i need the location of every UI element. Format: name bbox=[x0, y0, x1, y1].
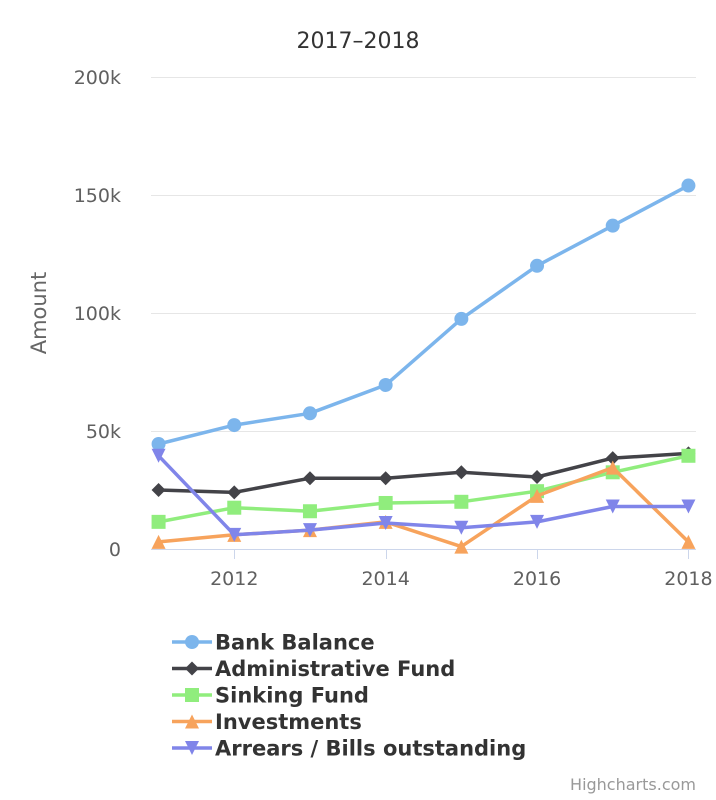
legend-item[interactable]: Sinking Fund bbox=[172, 684, 369, 708]
legend-label: Administrative Fund bbox=[215, 657, 455, 681]
x-axis-ticks: 2012 2014 2016 2018 bbox=[210, 549, 713, 590]
data-point[interactable] bbox=[302, 406, 317, 421]
series-line[interactable] bbox=[156, 454, 691, 524]
credits-link[interactable]: Highcharts.com bbox=[570, 775, 696, 794]
data-point[interactable] bbox=[681, 534, 696, 549]
legend-marker bbox=[185, 661, 199, 676]
grid-lines bbox=[151, 77, 696, 432]
legend-item[interactable]: Arrears / Bills outstanding bbox=[172, 737, 526, 761]
series-group bbox=[151, 178, 696, 554]
data-point[interactable] bbox=[151, 534, 166, 549]
data-point[interactable] bbox=[151, 436, 166, 451]
data-point[interactable] bbox=[454, 311, 469, 326]
series-line[interactable] bbox=[156, 454, 691, 537]
data-point[interactable] bbox=[605, 460, 620, 475]
y-axis-label: Amount bbox=[27, 272, 51, 355]
legend-item[interactable]: Administrative Fund bbox=[172, 657, 455, 681]
data-point[interactable] bbox=[227, 527, 242, 542]
series-line[interactable] bbox=[156, 183, 691, 446]
data-point[interactable] bbox=[302, 504, 317, 519]
y-tick-label: 200k bbox=[74, 67, 121, 89]
data-point[interactable] bbox=[227, 485, 242, 500]
data-point[interactable] bbox=[302, 523, 317, 538]
data-point[interactable] bbox=[454, 539, 469, 554]
data-point[interactable] bbox=[454, 520, 469, 535]
x-tick-label: 2018 bbox=[664, 568, 712, 590]
legend-label: Investments bbox=[215, 710, 362, 734]
y-tick-label: 100k bbox=[74, 303, 121, 325]
data-point[interactable] bbox=[605, 451, 620, 466]
x-tick-label: 2016 bbox=[513, 568, 561, 590]
legend-label: Arrears / Bills outstanding bbox=[215, 737, 526, 761]
data-point[interactable] bbox=[378, 471, 393, 486]
data-point[interactable] bbox=[454, 465, 469, 480]
data-point[interactable] bbox=[530, 488, 545, 503]
data-point[interactable] bbox=[151, 483, 166, 497]
legend-item[interactable]: Investments bbox=[172, 710, 362, 734]
y-tick-label: 50k bbox=[86, 421, 121, 443]
legend-label: Bank Balance bbox=[215, 631, 375, 655]
data-point[interactable] bbox=[151, 514, 166, 529]
y-tick-label: 0 bbox=[109, 539, 121, 561]
series-line[interactable] bbox=[156, 451, 691, 495]
series-arrears-bills-outstanding bbox=[151, 448, 696, 542]
data-point[interactable] bbox=[530, 258, 545, 273]
legend-label: Sinking Fund bbox=[215, 684, 369, 708]
y-axis-ticks: 0 50k 100k 150k 200k bbox=[74, 67, 121, 561]
legend-marker bbox=[185, 635, 199, 649]
series-bank-balance bbox=[151, 178, 696, 451]
legend-marker bbox=[185, 688, 199, 702]
data-point[interactable] bbox=[681, 178, 696, 193]
data-point[interactable] bbox=[378, 495, 393, 510]
legend-marker bbox=[185, 714, 199, 729]
data-point[interactable] bbox=[302, 471, 317, 486]
legend-item[interactable]: Bank Balance bbox=[172, 631, 375, 655]
data-point[interactable] bbox=[681, 499, 696, 514]
data-point[interactable] bbox=[530, 514, 545, 529]
data-point[interactable] bbox=[378, 377, 393, 392]
legend-marker bbox=[185, 741, 199, 755]
x-tick-label: 2014 bbox=[361, 568, 409, 590]
data-point[interactable] bbox=[378, 516, 393, 531]
chart-title: 2017–2018 bbox=[297, 29, 420, 54]
y-tick-label: 150k bbox=[74, 185, 121, 207]
data-point[interactable] bbox=[227, 500, 242, 515]
data-point[interactable] bbox=[681, 448, 696, 463]
data-point[interactable] bbox=[151, 448, 166, 463]
x-tick-label: 2012 bbox=[210, 568, 258, 590]
data-point[interactable] bbox=[605, 499, 620, 514]
data-point[interactable] bbox=[454, 494, 469, 509]
data-point[interactable] bbox=[530, 470, 545, 485]
data-point[interactable] bbox=[227, 418, 242, 433]
data-point[interactable] bbox=[605, 218, 620, 233]
